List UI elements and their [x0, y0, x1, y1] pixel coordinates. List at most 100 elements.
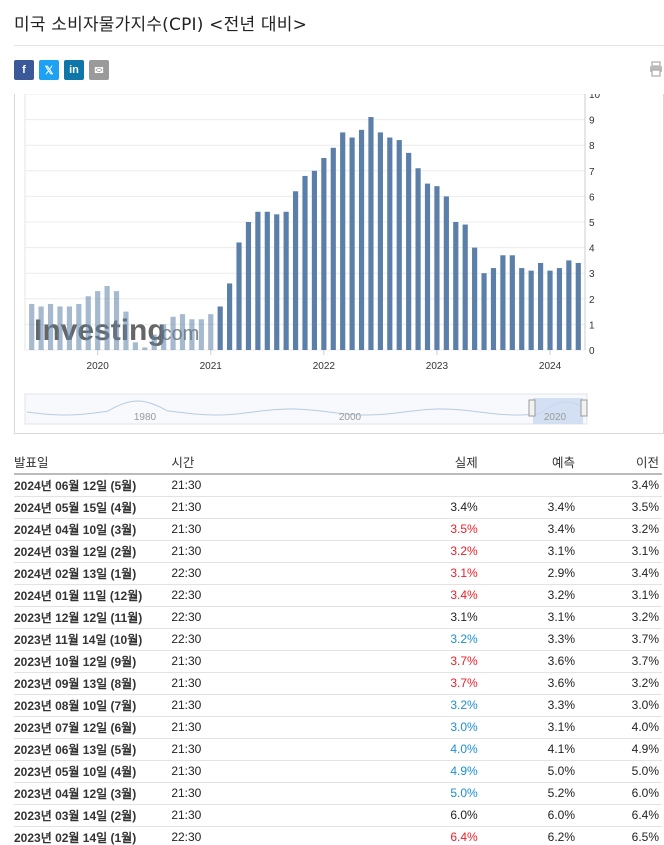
cpi-bar[interactable] — [424, 183, 431, 350]
cpi-bar[interactable] — [566, 260, 572, 350]
forecast-cell: 3.2% — [477, 584, 575, 607]
navigator-right-handle[interactable] — [580, 399, 588, 417]
cpi-bar[interactable] — [575, 262, 581, 350]
cpi-bar[interactable] — [528, 270, 534, 350]
cpi-bar[interactable] — [264, 211, 270, 350]
cpi-bar[interactable] — [406, 152, 412, 350]
cpi-bar[interactable] — [443, 196, 449, 350]
previous-cell: 3.4% — [575, 474, 662, 497]
actual-cell — [316, 474, 478, 497]
cpi-bar[interactable] — [500, 255, 506, 350]
cpi-bar[interactable] — [142, 347, 148, 350]
cpi-bar[interactable] — [302, 175, 308, 350]
cpi-bar[interactable] — [481, 273, 487, 350]
cpi-bar[interactable] — [283, 211, 289, 350]
cpi-bar[interactable] — [321, 158, 327, 350]
cpi-bar[interactable] — [415, 168, 421, 350]
time-cell: 21:30 — [171, 496, 317, 519]
cpi-bar[interactable] — [198, 319, 204, 350]
cpi-bar[interactable] — [340, 132, 346, 350]
cpi-bar[interactable] — [132, 342, 138, 350]
cpi-bar[interactable] — [490, 268, 497, 350]
time-cell: 21:30 — [171, 782, 317, 805]
cpi-bar[interactable] — [519, 268, 525, 350]
col-actual[interactable]: 실제 — [316, 450, 478, 475]
col-release-date[interactable]: 발표일 — [14, 450, 172, 475]
cpi-bar[interactable] — [29, 303, 35, 350]
table-header-row: 발표일 시간 실제 예측 이전 — [14, 450, 662, 475]
cpi-bar[interactable] — [123, 311, 129, 350]
cpi-bar[interactable] — [547, 270, 553, 350]
table-row: 2023년 10월 12일 (9월) 21:30 3.7% 3.6% 3.7% — [14, 650, 662, 673]
cpi-bar[interactable] — [538, 262, 544, 350]
y-tick-label: 6 — [589, 192, 595, 203]
actual-cell: 6.0% — [316, 804, 478, 827]
cpi-bar[interactable] — [104, 286, 110, 350]
x-tick-label: 2022 — [313, 361, 336, 372]
cpi-bar[interactable] — [66, 306, 72, 350]
cpi-bar[interactable] — [161, 324, 167, 350]
time-cell: 21:30 — [171, 760, 317, 783]
cpi-bar[interactable] — [358, 129, 365, 350]
cpi-bar[interactable] — [236, 242, 242, 350]
col-forecast[interactable]: 예측 — [477, 450, 575, 475]
table-row: 2024년 05월 15일 (4월) 21:30 3.4% 3.4% 3.5% — [14, 496, 662, 519]
forecast-cell: 3.3% — [477, 694, 575, 717]
email-share-icon[interactable]: ✉ — [89, 60, 109, 80]
cpi-bar[interactable] — [76, 303, 82, 350]
navigator-track[interactable] — [24, 393, 588, 425]
cpi-bar[interactable] — [292, 191, 299, 350]
cpi-bar[interactable] — [453, 222, 459, 350]
cpi-bar[interactable] — [377, 132, 383, 350]
y-tick-label: 3 — [589, 269, 595, 280]
cpi-bar[interactable] — [85, 296, 91, 350]
cpi-bar[interactable] — [509, 255, 515, 350]
forecast-cell: 4.1% — [477, 738, 575, 761]
cpi-bar[interactable] — [255, 211, 261, 350]
release-date-cell: 2023년 11월 14일 (10월) — [14, 628, 172, 651]
twitter-share-icon[interactable]: 𝕏 — [39, 60, 59, 80]
cpi-bar[interactable] — [349, 137, 355, 350]
cpi-bar[interactable] — [57, 306, 63, 350]
cpi-bar[interactable] — [396, 140, 402, 350]
linkedin-share-icon[interactable]: in — [64, 60, 84, 80]
facebook-share-icon[interactable]: f — [14, 60, 34, 80]
cpi-bar[interactable] — [245, 222, 252, 350]
cpi-bar[interactable] — [387, 137, 393, 350]
cpi-bar[interactable] — [38, 306, 44, 350]
y-tick-label: 7 — [589, 167, 595, 178]
cpi-bar[interactable] — [556, 268, 563, 350]
navigator-selection[interactable] — [533, 398, 583, 424]
cpi-bar[interactable] — [47, 303, 54, 350]
table-row: 2023년 04월 12일 (3월) 21:30 5.0% 5.2% 6.0% — [14, 782, 662, 805]
col-time[interactable]: 시간 — [171, 450, 317, 475]
cpi-bar[interactable] — [151, 334, 157, 350]
actual-cell: 4.9% — [316, 760, 478, 783]
cpi-bar[interactable] — [472, 247, 478, 350]
cpi-bar[interactable] — [434, 186, 440, 350]
print-icon[interactable] — [649, 61, 663, 77]
cpi-bar[interactable] — [227, 283, 233, 350]
cpi-bar[interactable] — [113, 291, 120, 350]
cpi-bar[interactable] — [368, 117, 374, 350]
cpi-bar[interactable] — [170, 316, 176, 350]
actual-cell: 3.2% — [316, 694, 478, 717]
cpi-bar[interactable] — [95, 291, 101, 350]
cpi-bar[interactable] — [208, 314, 214, 350]
cpi-bar[interactable] — [217, 306, 223, 350]
table-row: 2024년 02월 13일 (1월) 22:30 3.1% 2.9% 3.4% — [14, 562, 662, 585]
previous-cell: 3.1% — [575, 584, 662, 607]
col-previous[interactable]: 이전 — [575, 450, 662, 475]
cpi-bar[interactable] — [330, 147, 336, 350]
actual-cell: 6.4% — [316, 826, 478, 845]
release-date-cell: 2024년 03월 12일 (2월) — [14, 540, 172, 563]
release-date-cell: 2023년 12월 12일 (11월) — [14, 606, 172, 629]
navigator-left-handle[interactable] — [528, 399, 536, 417]
cpi-bar[interactable] — [462, 224, 468, 350]
cpi-bar[interactable] — [274, 214, 280, 350]
cpi-bar[interactable] — [311, 170, 318, 350]
actual-cell: 3.4% — [316, 496, 478, 519]
actual-cell: 5.0% — [316, 782, 478, 805]
cpi-bar[interactable] — [179, 314, 186, 350]
cpi-bar[interactable] — [189, 319, 195, 350]
